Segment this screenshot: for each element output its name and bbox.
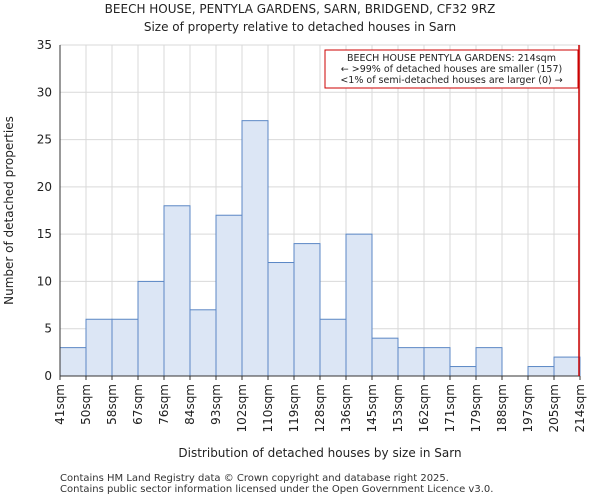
x-tick-label: 128sqm bbox=[313, 384, 327, 432]
x-tick-label: 50sqm bbox=[79, 384, 93, 425]
x-tick-label: 145sqm bbox=[365, 384, 379, 432]
x-tick-label: 171sqm bbox=[443, 384, 457, 432]
x-tick-label: 205sqm bbox=[547, 384, 561, 432]
x-tick-label: 102sqm bbox=[235, 384, 249, 432]
annotation-line: ← >99% of detached houses are smaller (1… bbox=[341, 64, 562, 75]
bar bbox=[553, 356, 581, 377]
bar bbox=[449, 366, 477, 377]
y-tick-label: 5 bbox=[44, 322, 52, 336]
y-axis-label: Number of detached properties bbox=[2, 116, 16, 305]
x-axis-label: Distribution of detached houses by size … bbox=[178, 446, 461, 460]
x-tick-label: 41sqm bbox=[53, 384, 67, 425]
ticks-layer: 0 5 10 15 20 25 30 35 41sqm 50sqm 58sqm 67sqm 76sqm 8… bbox=[2, 38, 587, 460]
bar bbox=[397, 347, 425, 377]
y-tick-label: 15 bbox=[37, 227, 52, 241]
x-tick-label: 76sqm bbox=[157, 384, 171, 425]
chart-subtitle: Size of property relative to detached ho… bbox=[143, 20, 457, 34]
bars-layer bbox=[59, 120, 581, 377]
bar bbox=[215, 214, 243, 377]
annotation-line: BEECH HOUSE PENTYLA GARDENS: 214sqm bbox=[347, 53, 556, 64]
x-tick-label: 214sqm bbox=[573, 384, 587, 432]
x-tick-label: 188sqm bbox=[495, 384, 509, 432]
bar bbox=[319, 318, 347, 377]
bar bbox=[345, 233, 373, 377]
x-tick-label: 119sqm bbox=[287, 384, 301, 432]
y-tick-label: 25 bbox=[37, 133, 52, 147]
y-tick-label: 10 bbox=[37, 274, 52, 288]
footer-line-1: Contains HM Land Registry data © Crown c… bbox=[60, 473, 449, 484]
bar bbox=[137, 280, 165, 377]
bar bbox=[293, 243, 321, 377]
bar bbox=[475, 347, 503, 377]
bar bbox=[111, 318, 139, 377]
bar bbox=[267, 262, 295, 377]
chart-title: BEECH HOUSE, PENTYLA GARDENS, SARN, BRID… bbox=[104, 2, 496, 16]
x-tick-label: 93sqm bbox=[209, 384, 223, 425]
annotation-box bbox=[324, 49, 579, 89]
x-tick-label: 153sqm bbox=[391, 384, 405, 432]
x-tick-label: 179sqm bbox=[469, 384, 483, 432]
bar bbox=[241, 120, 269, 377]
x-tick-label: 136sqm bbox=[339, 384, 353, 432]
bar bbox=[371, 337, 399, 377]
y-tick-label: 20 bbox=[37, 180, 52, 194]
annotation-layer: BEECH HOUSE PENTYLA GARDENS: 214sqm← >99… bbox=[324, 45, 580, 376]
bar bbox=[163, 205, 191, 377]
bar bbox=[85, 318, 113, 377]
x-tick-label: 110sqm bbox=[261, 384, 275, 432]
y-tick-label: 35 bbox=[37, 38, 52, 52]
bar bbox=[527, 366, 555, 377]
x-tick-label: 58sqm bbox=[105, 384, 119, 425]
bar bbox=[423, 347, 451, 377]
x-tick-label: 67sqm bbox=[131, 384, 145, 425]
bar bbox=[189, 309, 217, 377]
grid-layer bbox=[59, 44, 581, 377]
bar bbox=[59, 347, 87, 377]
footer-line-2: Contains public sector information licen… bbox=[60, 484, 494, 495]
x-tick-label: 84sqm bbox=[183, 384, 197, 425]
y-tick-label: 0 bbox=[44, 369, 52, 383]
x-tick-label: 162sqm bbox=[417, 384, 431, 432]
y-tick-label: 30 bbox=[37, 85, 52, 99]
x-tick-label: 197sqm bbox=[521, 384, 535, 432]
annotation-line: <1% of semi-detached houses are larger (… bbox=[340, 75, 562, 86]
